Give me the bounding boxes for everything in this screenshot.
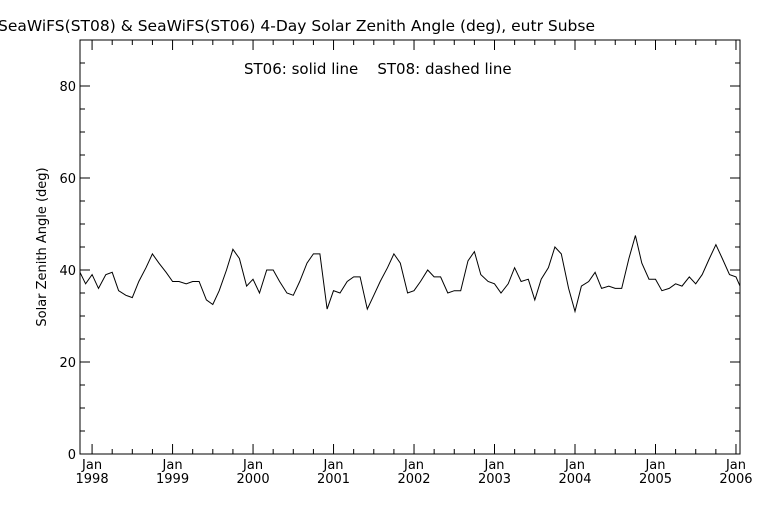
series-layer bbox=[79, 235, 741, 314]
x-tick-year-label: 2002 bbox=[397, 472, 430, 487]
x-tick-year-label: 1998 bbox=[76, 472, 109, 487]
x-tick-month-label: Jan bbox=[323, 458, 344, 473]
x-tick-year-label: 1999 bbox=[156, 472, 189, 487]
y-tick-label: 40 bbox=[59, 264, 76, 279]
x-tick-year-label: 2005 bbox=[639, 472, 672, 487]
plot-frame bbox=[79, 39, 741, 455]
axis-ticks: 020406080Jan1998Jan1999Jan2000Jan2001Jan… bbox=[59, 39, 753, 487]
y-tick-label: 0 bbox=[68, 448, 76, 463]
x-tick-month-label: Jan bbox=[81, 458, 102, 473]
x-tick-year-label: 2001 bbox=[317, 472, 350, 487]
x-tick-year-label: 2004 bbox=[558, 472, 591, 487]
x-tick-month-label: Jan bbox=[403, 458, 424, 473]
x-tick-year-label: 2003 bbox=[478, 472, 511, 487]
series-style-annotation: ST06: solid line ST08: dashed line bbox=[244, 60, 512, 78]
x-tick-month-label: Jan bbox=[162, 458, 183, 473]
x-tick-month-label: Jan bbox=[483, 458, 504, 473]
y-tick-label: 60 bbox=[59, 172, 76, 187]
y-tick-label: 80 bbox=[59, 80, 76, 95]
series-line-st06 bbox=[79, 235, 741, 314]
y-axis-label: Solar Zenith Angle (deg) bbox=[35, 167, 50, 326]
y-tick-label: 20 bbox=[59, 356, 76, 371]
chart-title: SeaWiFS(ST08) & SeaWiFS(ST06) 4-Day Sola… bbox=[0, 17, 595, 35]
x-tick-month-label: Jan bbox=[644, 458, 665, 473]
x-tick-month-label: Jan bbox=[564, 458, 585, 473]
x-tick-month-label: Jan bbox=[242, 458, 263, 473]
x-tick-year-label: 2000 bbox=[237, 472, 270, 487]
x-tick-month-label: Jan bbox=[725, 458, 746, 473]
x-tick-year-label: 2006 bbox=[719, 472, 752, 487]
